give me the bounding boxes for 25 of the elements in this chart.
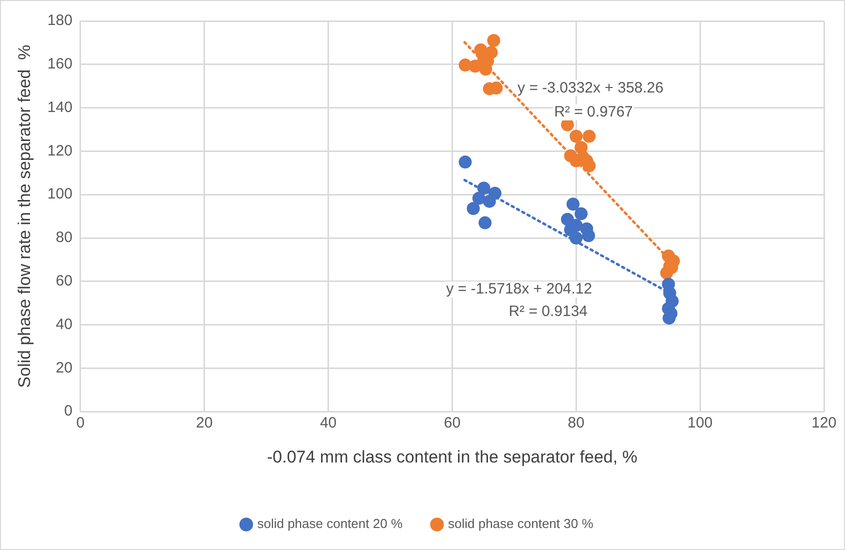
x-axis-title: -0.074 mm class content in the separator feed, % <box>267 447 638 466</box>
legend-label: solid phase content 30 % <box>448 516 594 532</box>
annotation: y = -1.5718x + 204.12 <box>446 280 592 298</box>
y-tick-label: 0 <box>64 402 72 420</box>
y-axis-title: Solid phase flow rate in the separator feed % <box>14 44 34 388</box>
annotation: R² = 0.9767 <box>554 104 633 121</box>
y-tick-label: 180 <box>47 12 72 30</box>
y-tick-label: 120 <box>47 142 72 160</box>
legend-label: solid phase content 20 % <box>257 516 403 532</box>
x-tick-label: 40 <box>320 414 337 432</box>
x-tick-label: 0 <box>76 414 85 432</box>
y-tick-label: 100 <box>47 186 72 203</box>
y-tick-label: 160 <box>47 56 72 73</box>
y-tick-label: 20 <box>56 359 72 376</box>
x-tick-label: 20 <box>196 414 213 432</box>
x-tick-label: 60 <box>444 414 461 432</box>
x-tick-label: 120 <box>811 414 837 432</box>
y-tick-label: 40 <box>56 316 72 333</box>
y-tick-label: 140 <box>47 98 72 116</box>
y-tick-label: 60 <box>56 272 72 290</box>
annotation: R² = 0.9134 <box>508 303 588 320</box>
annotation: y = -3.0332x + 358.26 <box>518 79 664 96</box>
y-tick-label: 80 <box>56 229 72 246</box>
x-tick-label: 100 <box>688 414 713 432</box>
x-tick-label: 80 <box>568 414 584 432</box>
